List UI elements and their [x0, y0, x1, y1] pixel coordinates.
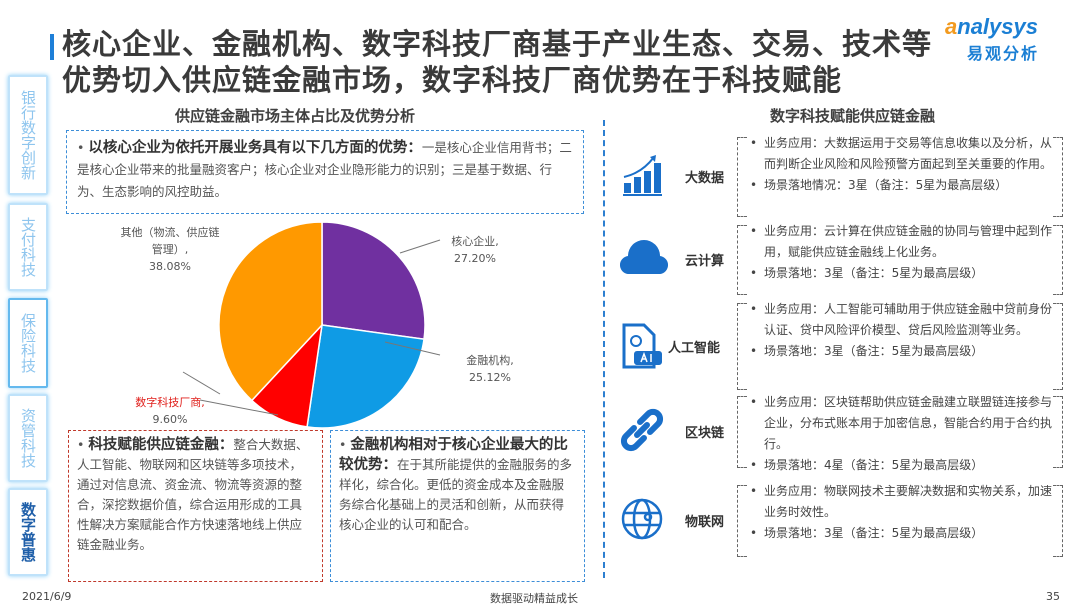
pie-label-finance: 金融机构, 25.12%	[466, 354, 514, 384]
tech-label: 物联网	[685, 515, 725, 530]
pie-slice-3	[218, 221, 323, 402]
box-text: 在于其所能提供的金融服务的多样化，综合化。更低的资金成本及金融服务综合化基础上的…	[339, 457, 573, 532]
tech-label: 人工智能	[668, 340, 721, 356]
bar-chart-growth-icon	[620, 153, 664, 197]
cloud-icon	[619, 236, 669, 280]
sidebar-tab-payment[interactable]: 支付科技	[8, 203, 48, 291]
tech-description: 业务应用：人工智能可辅助用于供应链金融中贷前身份认证、贷中风险评价模型、贷后风险…	[737, 299, 1063, 390]
tech-label: 区块链	[685, 426, 725, 441]
box-bold: 以核心企业为依托开展业务具有以下几方面的优势：	[88, 140, 422, 156]
analysys-logo: analysys 易观分析	[945, 14, 1070, 64]
finance-advantage-box: • 金融机构相对于核心企业最大的比较优势：在于其所能提供的金融服务的多样化，综合…	[330, 430, 585, 582]
pie-leader-line	[182, 371, 221, 395]
pie-label-core: 核心企业, 27.20%	[451, 235, 499, 265]
left-heading: 供应链金融市场主体占比及优势分析	[175, 107, 416, 125]
tech-description: 业务应用：大数据运用于交易等信息收集以及分析，从而判断企业风险和风险预警方面起到…	[737, 133, 1063, 217]
row-bullet: 场景落地：4星（备注：5星为最高层级）	[750, 455, 1058, 476]
row-bullet: 业务应用：物联网技术主要解决数据和实物关系，加速业务时效性。	[750, 481, 1058, 523]
core-enterprise-advantage-box: • 以核心企业为依托开展业务具有以下几方面的优势：一是核心企业信用背书；二是核心…	[66, 130, 584, 214]
logo-cn: 易观分析	[967, 44, 1040, 63]
logo-a: a	[945, 14, 958, 39]
footer-slogan: 数据驱动精益成长	[490, 592, 578, 605]
right-heading: 数字科技赋能供应链金融	[770, 107, 936, 125]
tech-description: 业务应用：物联网技术主要解决数据和实物关系，加速业务时效性。场景落地：3星（备注…	[737, 481, 1063, 557]
footer-date: 2021/6/9	[22, 590, 72, 603]
pie-leader-line	[384, 341, 441, 356]
sidebar-tab-asset[interactable]: 资管科技	[8, 394, 48, 482]
tech-label: 云计算	[685, 254, 725, 269]
chain-link-icon	[620, 408, 664, 452]
sidebar-tab-insurance[interactable]: 保险科技	[8, 298, 48, 388]
section-divider	[603, 120, 605, 578]
box-text: 一是核心企业信用背书；二是核心企业带来的批量融资客户；核心企业对企业隐形能力的识…	[77, 140, 572, 199]
pie-leader-line	[399, 239, 441, 254]
row-bullet: 业务应用：人工智能可辅助用于供应链金融中贷前身份认证、贷中风险评价模型、贷后风险…	[750, 299, 1058, 341]
row-bullet: 业务应用：云计算在供应链金融的协同与管理中起到作用，赋能供应链金融线上化业务。	[750, 221, 1058, 263]
sidebar-tab-bank[interactable]: 银行数字创新	[8, 75, 48, 195]
box-bold: 金融机构相对于核心企业最大的比较优势：	[339, 437, 568, 473]
pie-leader-line	[199, 399, 279, 416]
title-accent-bar	[50, 34, 54, 60]
tech-description: 业务应用：云计算在供应链金融的协同与管理中起到作用，赋能供应链金融线上化业务。场…	[737, 221, 1063, 295]
logo-text: nalysys	[957, 14, 1038, 39]
page-title: 核心企业、金融机构、数字科技厂商基于产业生态、交易、技术等优势切入供应链金融市场…	[62, 27, 933, 97]
tech-description: 业务应用：区块链帮助供应链金融建立联盟链连接参与企业，分布式账本用于加密信息，智…	[737, 392, 1063, 476]
sidebar-tab-inclusive[interactable]: 数字普惠	[8, 488, 48, 576]
row-bullet: 场景落地情况：3星（备注：5星为最高层级）	[750, 175, 1058, 196]
row-bullet: 场景落地：3星（备注：5星为最高层级）	[750, 523, 1058, 544]
pie-slice-1	[306, 324, 425, 429]
row-bullet: 场景落地：3星（备注：5星为最高层级）	[750, 263, 1058, 284]
box-bold: 科技赋能供应链金融：	[88, 437, 234, 453]
pie-slice-0	[321, 221, 426, 341]
ai-document-icon	[620, 323, 664, 368]
tech-label: 大数据	[685, 171, 725, 186]
pie-chart	[182, 221, 441, 429]
tech-empower-box: • 科技赋能供应链金融：整合大数据、人工智能、物联网和区块链等多项技术，通过对信…	[68, 430, 323, 582]
row-bullet: 场景落地：3星（备注：5星为最高层级）	[750, 341, 1058, 362]
globe-network-icon	[620, 497, 664, 541]
pie-label-other: 其他（物流、供应链管理）, 38.08%	[120, 226, 220, 273]
row-bullet: 业务应用：大数据运用于交易等信息收集以及分析，从而判断企业风险和风险预警方面起到…	[750, 133, 1058, 175]
pie-label-tech: 数字科技厂商, 9.60%	[135, 396, 205, 426]
box-text: 整合大数据、人工智能、物联网和区块链等多项技术，通过对信息流、资金流、物流等资源…	[77, 437, 309, 552]
row-bullet: 业务应用：区块链帮助供应链金融建立联盟链连接参与企业，分布式账本用于加密信息，智…	[750, 392, 1058, 455]
page-number: 35	[1046, 590, 1060, 603]
